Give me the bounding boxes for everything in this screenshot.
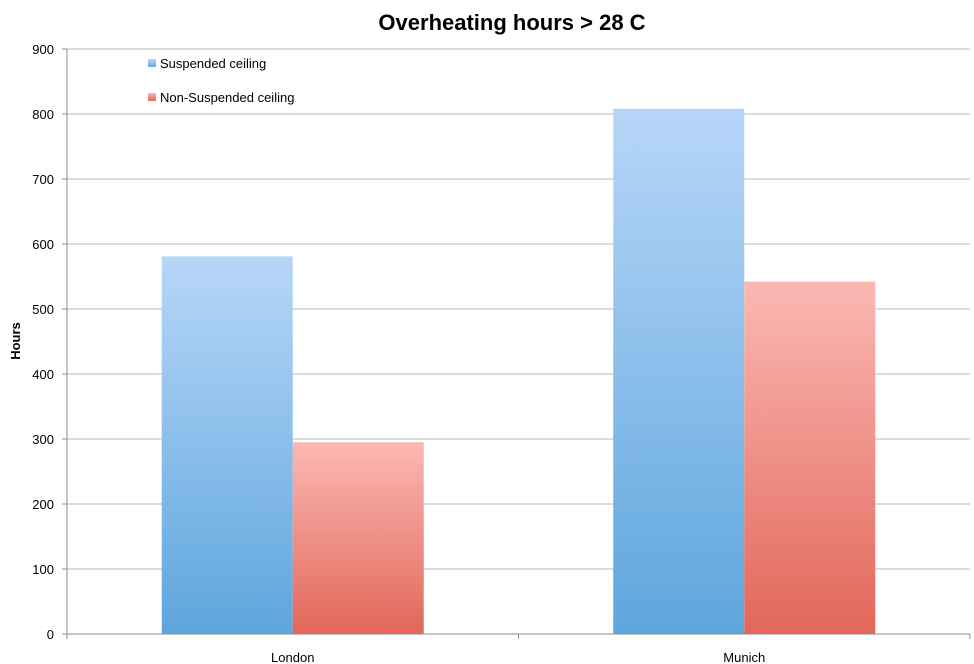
y-tick-label: 900 bbox=[32, 42, 54, 57]
bar-london-series-1 bbox=[292, 442, 424, 634]
y-tick-label: 600 bbox=[32, 237, 54, 252]
y-axis-title: Hours bbox=[8, 322, 23, 360]
y-tick-label: 300 bbox=[32, 432, 54, 447]
legend-swatch bbox=[148, 59, 156, 67]
bar-munich-series-0 bbox=[613, 108, 745, 635]
bars bbox=[161, 108, 876, 635]
x-tick-label: London bbox=[271, 650, 314, 664]
y-tick-label: 0 bbox=[47, 627, 54, 642]
y-tick-label: 400 bbox=[32, 367, 54, 382]
x-tick-label: Munich bbox=[723, 650, 765, 664]
y-tick-label: 200 bbox=[32, 497, 54, 512]
y-tick-label: 500 bbox=[32, 302, 54, 317]
legend-label: Non-Suspended ceiling bbox=[160, 90, 294, 105]
y-tick-label: 700 bbox=[32, 172, 54, 187]
y-axis-ticks: 0 100 200 300 400 500 600 700 800 900 bbox=[32, 42, 68, 642]
legend-swatch bbox=[148, 93, 156, 101]
legend: Suspended ceiling Non-Suspended ceiling bbox=[148, 56, 294, 105]
x-axis: London Munich bbox=[66, 633, 971, 664]
y-tick-label: 100 bbox=[32, 562, 54, 577]
legend-label: Suspended ceiling bbox=[160, 56, 266, 71]
bar-london-series-0 bbox=[161, 256, 293, 634]
y-tick-label: 800 bbox=[32, 107, 54, 122]
chart-title: Overheating hours > 28 C bbox=[378, 10, 645, 35]
bar-munich-series-1 bbox=[744, 281, 876, 634]
